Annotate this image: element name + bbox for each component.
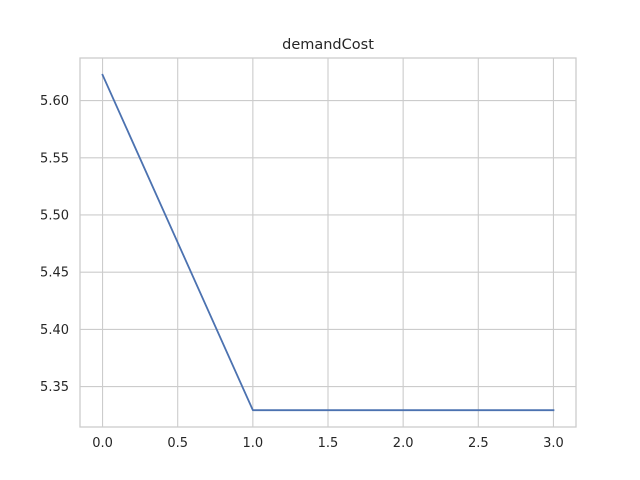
series-layer xyxy=(101,73,555,412)
y-tick-label: 5.40 xyxy=(40,323,69,338)
x-axis-ticks: 0.0 0.5 1.0 1.5 2.0 2.5 3.0 xyxy=(92,436,564,451)
series-line xyxy=(101,73,555,412)
y-tick-label: 5.60 xyxy=(40,94,69,109)
axes-spines xyxy=(79,57,577,428)
x-tick-label: 2.0 xyxy=(393,436,414,451)
x-tick-label: 1.5 xyxy=(318,436,339,451)
y-tick-label: 5.50 xyxy=(40,208,69,223)
grid xyxy=(80,58,576,427)
axes-frame xyxy=(79,57,577,428)
x-tick-label: 0.0 xyxy=(92,436,113,451)
y-tick-label: 5.45 xyxy=(40,266,69,281)
x-tick-label: 0.5 xyxy=(167,436,188,451)
x-tick-label: 1.0 xyxy=(243,436,264,451)
y-tick-label: 5.55 xyxy=(40,151,69,166)
x-tick-label: 2.5 xyxy=(468,436,489,451)
x-tick-label: 3.0 xyxy=(543,436,564,451)
y-tick-label: 5.35 xyxy=(40,380,69,395)
y-axis-ticks: 5.35 5.40 5.45 5.50 5.55 5.60 xyxy=(40,94,69,395)
chart-title: demandCost xyxy=(282,37,374,53)
